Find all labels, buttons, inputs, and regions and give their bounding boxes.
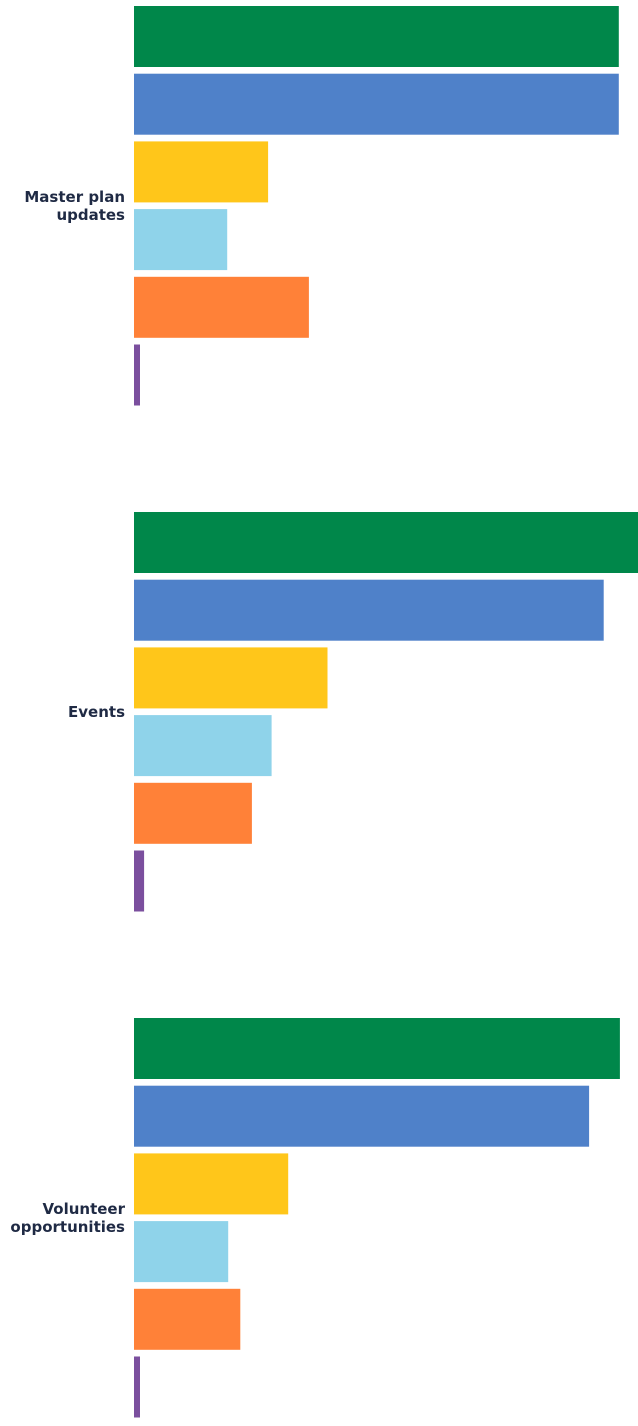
bar-group-1-series-4 — [134, 209, 228, 271]
bar-group-3-series-1 — [134, 1018, 620, 1079]
bar-group-1-series-6 — [134, 344, 140, 406]
category-label-2-line-1: Events — [68, 703, 125, 721]
bar-group-1-series-2 — [134, 73, 619, 135]
category-label-3-line-1: Volunteer — [42, 1200, 125, 1218]
bar-group-2-series-3 — [134, 647, 328, 709]
bar-group-3-series-4 — [134, 1221, 229, 1283]
bar-group-2-series-5 — [134, 782, 252, 844]
bar-group-3-series-5 — [134, 1288, 241, 1350]
bar-group-1-series-3 — [134, 141, 269, 203]
bar-group-1-series-5 — [134, 276, 309, 338]
bar-group-2-series-4 — [134, 715, 272, 777]
bar-group-1-series-1 — [134, 6, 619, 67]
bar-group-3-series-2 — [134, 1085, 590, 1147]
category-label-1-line-1: Master plan — [24, 188, 125, 206]
bar-group-3-series-6 — [134, 1356, 140, 1418]
category-label-3-line-2: opportunities — [10, 1218, 125, 1236]
category-label-1-line-2: updates — [56, 206, 125, 224]
bar-group-2-series-2 — [134, 579, 604, 641]
bar-group-2-series-1 — [134, 512, 638, 573]
bar-group-2-series-6 — [134, 850, 145, 912]
category-label-2: Events — [68, 703, 125, 721]
category-label-3: Volunteer opportunities — [10, 1200, 125, 1236]
bar-group-3-series-3 — [134, 1153, 289, 1215]
category-label-1: Master plan updates — [24, 188, 125, 224]
